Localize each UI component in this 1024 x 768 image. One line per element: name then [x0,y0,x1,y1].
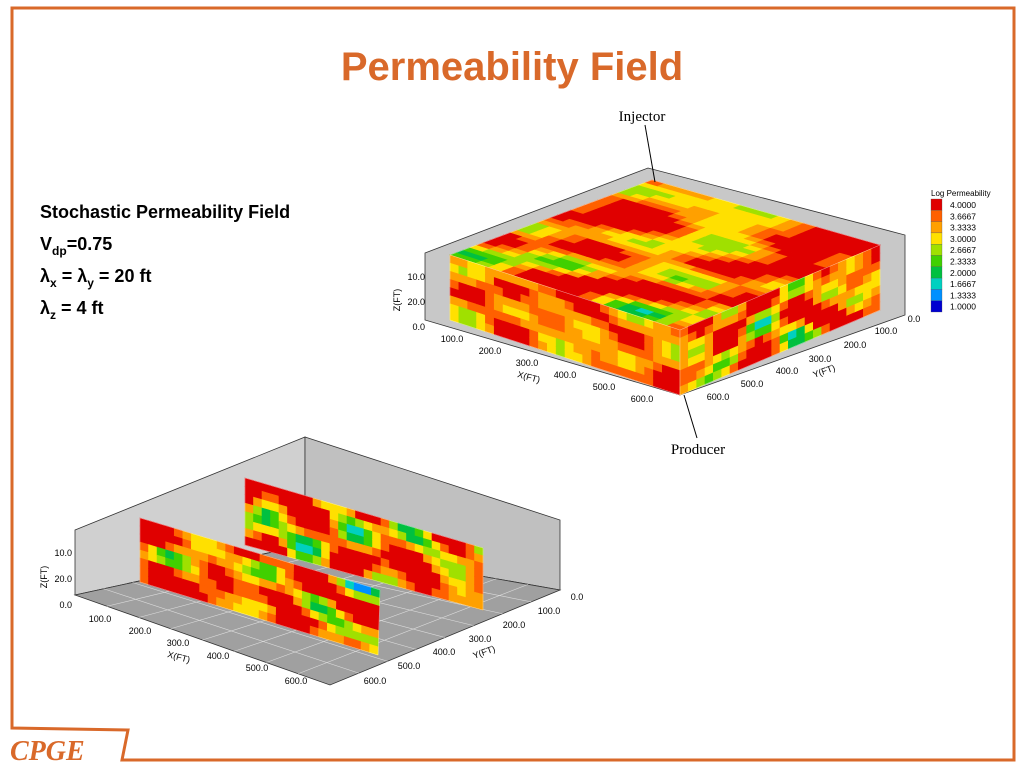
y-tick-label: 200.0 [844,340,867,350]
legend-label: 1.3333 [950,290,976,300]
description-line: Stochastic Permeability Field [40,202,290,222]
footer-logo: CPGE [10,736,85,767]
x-tick-label: 400.0 [554,370,577,380]
plots: 10.0 20.0 0.0 100.0 200.0 300.0 400.0 500.0 600.… [39,167,921,686]
z-tick-label: 20.0 [407,297,425,307]
y-tick-label: 600.0 [707,392,730,402]
x-tick-label: 100.0 [89,614,112,624]
legend-swatch [930,255,943,267]
x-tick-label: 500.0 [246,663,269,673]
legend-swatch [930,266,943,279]
y-tick-label: 200.0 [503,620,526,630]
plot-3d-block [424,167,906,396]
x-tick-label: 500.0 [593,382,616,392]
legend-label: 1.6667 [950,279,976,289]
subscript: x [50,276,57,290]
text-segment: Stochastic Permeability Field [40,202,290,222]
text-segment: λ [40,298,50,318]
description-line: Vdp=0.75 [40,234,112,258]
subscript: dp [52,244,67,258]
x-tick-label: 400.0 [207,651,230,661]
x-tick-label: 600.0 [631,394,654,404]
y-tick-label: 400.0 [433,647,456,657]
legend-label: 3.6667 [950,211,976,221]
y-tick-label: 0.0 [571,592,584,602]
y-tick-label: 300.0 [469,634,492,644]
y-tick-label: 300.0 [809,354,832,364]
legend-title: Log Permeability [931,189,991,198]
y-tick-label: 0.0 [908,314,921,324]
subscript: y [87,276,94,290]
z-tick-label: 0.0 [59,600,72,610]
legend-swatch [930,210,943,222]
z-tick-label: 10.0 [407,272,425,282]
y-tick-label: 500.0 [741,379,764,389]
legend-swatch [930,289,943,301]
floor-grid [298,584,529,675]
legend-swatch [930,221,943,234]
z-tick-label: 0.0 [412,322,425,332]
text-segment: = λ [57,266,88,286]
y-tick-label: 400.0 [776,366,799,376]
legend-label: 2.3333 [950,257,976,267]
legend-swatch [930,198,943,211]
description: Stochastic Permeability Field Vdp=0.75 λx … [40,202,290,322]
y-axis-title: Y(FT) [811,363,836,380]
y-tick-label: 500.0 [398,661,421,671]
y-axis-title: Y(FT) [471,644,496,661]
face-outline [679,244,881,396]
text-segment: λ [40,266,50,286]
x-tick-label: 300.0 [167,638,190,648]
x-axis-title: X(FT) [516,369,541,385]
z-tick-label: 10.0 [54,548,72,558]
z-axis-title: Z(FT) [39,566,49,589]
text-segment: =0.75 [67,234,113,254]
legend-label: 2.6667 [950,245,976,255]
face-outline [244,477,484,611]
legend-label: 2.0000 [950,268,976,278]
description-line: λz = 4 ft [40,298,104,322]
plot-3d-slices [73,436,562,686]
x-tick-label: 200.0 [479,346,502,356]
x-tick-label: 600.0 [285,676,308,686]
x-tick-label: 200.0 [129,626,152,636]
z-tick-label: 20.0 [54,574,72,584]
y-tick-label: 600.0 [364,676,387,686]
y-tick-label: 100.0 [538,606,561,616]
injector-label: Injector [619,109,666,125]
x-axis-title: X(FT) [166,649,191,665]
text-segment: V [40,234,52,254]
face-outline [139,517,381,656]
legend-swatch [930,300,943,313]
legend-label: 4.0000 [950,200,976,210]
injector-pointer [644,124,656,183]
z-axis-title: Z(FT) [392,289,402,312]
legend-swatch [930,277,943,290]
slide-border [10,6,1016,762]
legend-swatch [930,244,943,256]
subscript: z [50,308,56,322]
text-segment: = 4 ft [56,298,104,318]
legend-label: 3.0000 [950,234,976,244]
producer-label: Producer [671,442,725,458]
legend-swatch [930,232,943,245]
x-tick-label: 300.0 [516,358,539,368]
legend-label: 1.0000 [950,302,976,312]
x-tick-label: 100.0 [441,334,464,344]
description-line: λx = λy = 20 ft [40,266,151,290]
y-tick-label: 100.0 [875,326,898,336]
legend-label: 3.3333 [950,223,976,233]
producer-pointer [683,394,698,439]
text-segment: = 20 ft [94,266,152,286]
slide-title: Permeability Field [341,45,683,89]
